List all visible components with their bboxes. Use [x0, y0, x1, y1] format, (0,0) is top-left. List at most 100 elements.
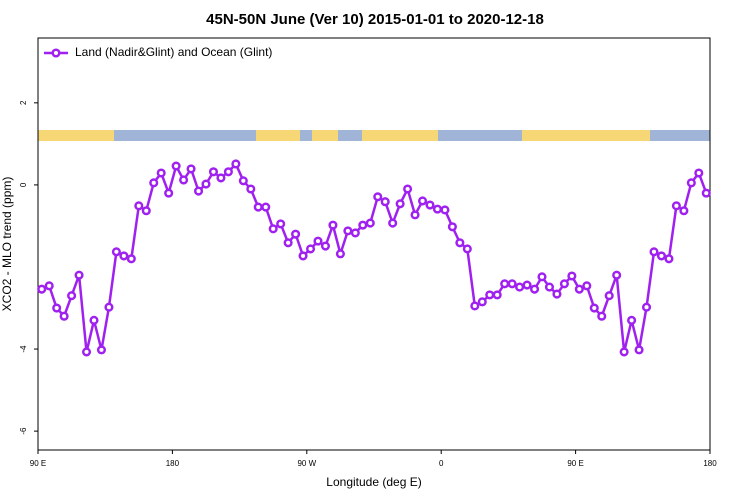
point [74, 270, 84, 280]
x-axis-label: Longitude (deg E) [326, 475, 421, 489]
point [403, 184, 413, 194]
point [141, 206, 151, 216]
point [701, 188, 711, 198]
point [44, 281, 54, 291]
point [231, 159, 241, 169]
point [507, 279, 517, 289]
series-line [41, 161, 708, 353]
point [276, 219, 286, 229]
point [126, 254, 136, 264]
x-tick-label: 90 W [297, 459, 316, 468]
y-tick-label: -4 [19, 345, 28, 353]
point [515, 282, 525, 292]
point [388, 218, 398, 228]
point [634, 345, 644, 355]
point [522, 280, 532, 290]
point [425, 200, 435, 210]
point [343, 226, 353, 236]
point [604, 291, 614, 301]
point [440, 205, 450, 215]
point [320, 241, 331, 251]
point [350, 228, 360, 238]
point [529, 284, 540, 294]
y-tick-label: -6 [19, 427, 28, 435]
point [619, 347, 629, 357]
point [567, 271, 577, 281]
point [156, 168, 166, 178]
point [470, 301, 480, 311]
point [193, 186, 204, 196]
point [164, 188, 174, 198]
point [268, 224, 278, 234]
point [395, 199, 405, 209]
x-tick-label: 180 [166, 459, 180, 468]
point [649, 247, 659, 257]
point [335, 249, 345, 259]
point [477, 297, 487, 307]
point [627, 315, 637, 325]
point [365, 218, 375, 228]
point [417, 196, 428, 206]
point [358, 220, 368, 230]
point [589, 303, 599, 313]
point [119, 251, 129, 261]
point [641, 302, 652, 312]
point [179, 175, 189, 185]
point [664, 254, 674, 264]
point [485, 290, 495, 300]
point [574, 284, 584, 294]
point [671, 201, 681, 211]
point [37, 284, 47, 294]
legend-label: Land (Nadir&Glint) and Ocean (Glint) [75, 45, 272, 59]
point [373, 192, 383, 202]
point [455, 238, 465, 248]
x-tick-label: 90 E [30, 459, 46, 468]
point [201, 179, 211, 189]
point [582, 281, 592, 291]
point [291, 229, 301, 239]
point [216, 173, 226, 183]
point [612, 270, 622, 280]
point [462, 244, 472, 254]
point [686, 178, 696, 188]
point [186, 164, 196, 174]
point [223, 167, 233, 177]
point [537, 272, 547, 282]
point [104, 302, 114, 312]
point [492, 290, 502, 300]
point [694, 168, 704, 178]
plot-frame [37, 37, 711, 451]
x-tick-label: 0 [439, 459, 444, 468]
point [298, 251, 308, 261]
point [149, 178, 159, 188]
point [89, 315, 99, 325]
x-tick-label: 90 E [567, 459, 583, 468]
land-ocean-strip [38, 130, 710, 141]
x-tick-label: 180 [703, 459, 717, 468]
point [410, 210, 420, 220]
point [67, 291, 77, 301]
point [500, 279, 510, 289]
point [313, 236, 323, 246]
point [656, 251, 667, 261]
point [597, 311, 607, 321]
point [679, 206, 689, 216]
point [380, 197, 390, 207]
point [447, 222, 457, 232]
y-tick-label: 0 [19, 182, 28, 187]
point [52, 303, 62, 313]
point [283, 238, 293, 248]
point [432, 204, 443, 214]
point [238, 176, 248, 186]
point [544, 282, 555, 292]
point [208, 167, 219, 177]
point [328, 220, 338, 230]
chart-title: 45N-50N June (Ver 10) 2015-01-01 to 2020… [206, 11, 544, 28]
point [111, 247, 121, 257]
point [81, 347, 92, 357]
point [559, 279, 569, 289]
point [134, 201, 144, 211]
point [246, 184, 256, 194]
point [59, 311, 69, 321]
